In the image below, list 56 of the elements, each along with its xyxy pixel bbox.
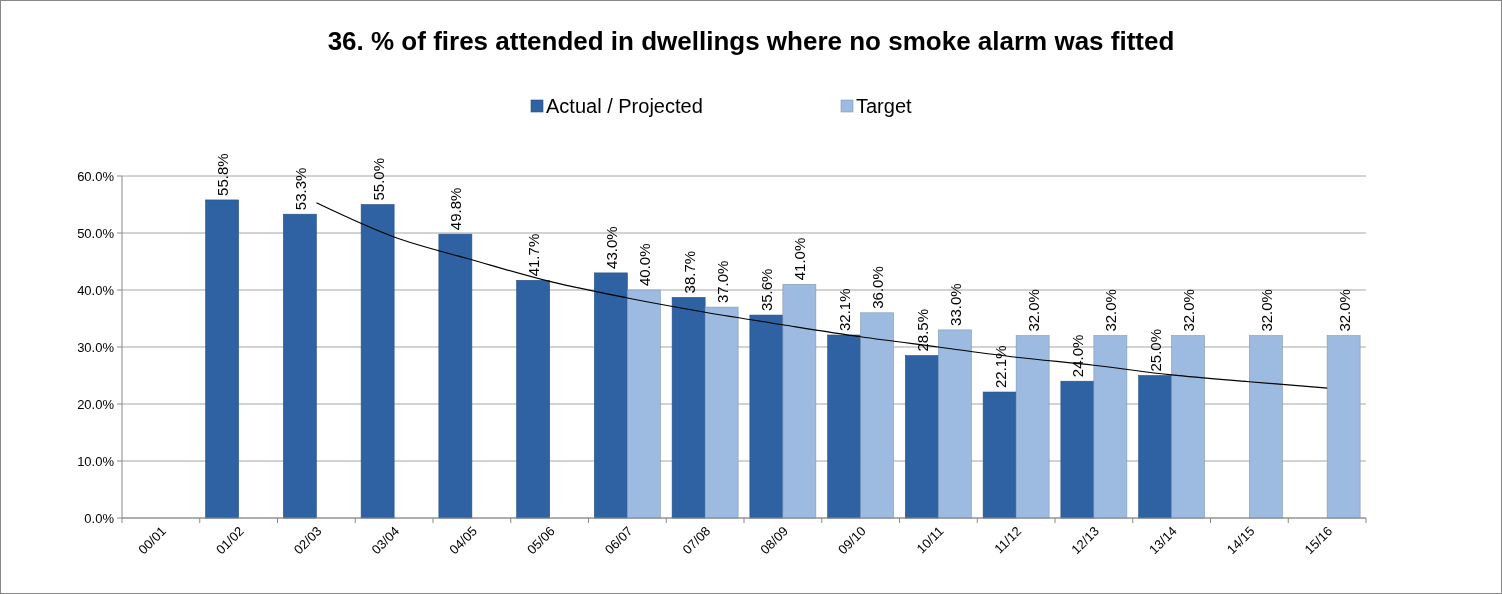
- bar: [1138, 375, 1172, 519]
- legend-label: Target: [856, 95, 913, 117]
- data-label: 55.0%: [369, 157, 387, 201]
- data-label: 25.0%: [1147, 328, 1165, 372]
- data-label: 32.0%: [1335, 289, 1353, 332]
- data-label: 32.0%: [1102, 289, 1120, 332]
- bar: [1326, 335, 1361, 519]
- data-label: 32.0%: [1180, 289, 1198, 332]
- data-label: 38.7%: [680, 250, 698, 294]
- y-tick-label: 40.0%: [77, 282, 115, 298]
- data-label: 55.8%: [214, 153, 232, 196]
- data-label: 32.0%: [1024, 289, 1042, 332]
- bar: [594, 272, 628, 519]
- bar: [938, 329, 972, 519]
- bar: [1093, 335, 1128, 519]
- bar: [1171, 335, 1205, 519]
- bar: [671, 297, 706, 519]
- legend-label: Actual / Projected: [546, 95, 703, 117]
- bar: [516, 280, 550, 519]
- bar: [749, 314, 784, 519]
- chart-title: 36. % of fires attended in dwellings where no smoke alarm was fitted: [327, 26, 1175, 56]
- bar: [905, 355, 939, 519]
- bar: [360, 204, 395, 519]
- data-label: 22.1%: [991, 345, 1009, 389]
- y-tick-label: 10.0%: [77, 453, 115, 469]
- data-label: 35.6%: [758, 268, 776, 312]
- bar: [827, 334, 861, 519]
- y-tick-label: 20.0%: [77, 396, 115, 412]
- y-tick-label: 50.0%: [77, 225, 115, 241]
- bar: [704, 306, 739, 519]
- data-label: 36.0%: [869, 266, 887, 309]
- bar: [860, 312, 894, 519]
- data-label: 32.1%: [836, 288, 854, 332]
- data-label: 40.0%: [635, 243, 653, 286]
- data-label: 41.7%: [525, 233, 543, 277]
- data-label: 53.3%: [291, 167, 309, 211]
- y-tick-label: 0.0%: [84, 510, 115, 526]
- bar: [1060, 380, 1095, 519]
- bar: [438, 233, 473, 519]
- data-label: 37.0%: [713, 260, 731, 304]
- bar: [283, 213, 317, 519]
- bar: [627, 289, 661, 519]
- bar: [205, 199, 239, 519]
- bar: [982, 391, 1017, 519]
- bar: [1015, 335, 1050, 519]
- data-label: 41.0%: [791, 237, 809, 281]
- data-label: 43.0%: [602, 226, 620, 269]
- y-tick-label: 60.0%: [77, 168, 115, 184]
- data-label: 24.0%: [1069, 334, 1087, 378]
- data-label: 33.0%: [946, 283, 964, 326]
- data-label: 49.8%: [447, 187, 465, 231]
- data-label: 32.0%: [1257, 289, 1275, 332]
- bar: [782, 284, 817, 519]
- bar: [1249, 335, 1283, 519]
- y-tick-label: 30.0%: [77, 339, 115, 355]
- data-label: 28.5%: [913, 309, 931, 352]
